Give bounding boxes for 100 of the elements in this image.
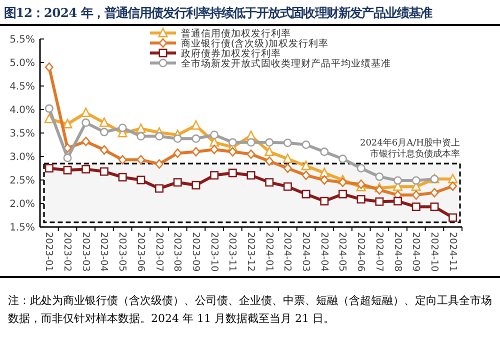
y-tick-label: 1.5% bbox=[10, 222, 35, 234]
point bbox=[302, 140, 310, 149]
y-tick-label: 3.5% bbox=[10, 128, 35, 140]
x-tick-label: 2023-06 bbox=[134, 232, 146, 272]
point bbox=[118, 124, 127, 132]
band-label: 2024年6月A/H股中资上市银行计息负债成本率 bbox=[360, 138, 460, 160]
point bbox=[375, 185, 384, 195]
point bbox=[394, 196, 402, 206]
x-tick-label: 2023-08 bbox=[172, 232, 183, 272]
point bbox=[100, 167, 108, 176]
point bbox=[246, 171, 256, 180]
point bbox=[173, 148, 182, 158]
x-tick-label: 2024-03 bbox=[300, 232, 312, 272]
point bbox=[283, 182, 292, 191]
legend-label: 普通信用债加权发行利率 bbox=[181, 28, 291, 40]
x-tick-label: 2023-03 bbox=[80, 232, 91, 272]
y-tick-label: 5.0% bbox=[10, 58, 35, 69]
point bbox=[356, 195, 366, 204]
point bbox=[302, 190, 310, 198]
point bbox=[44, 104, 54, 113]
point bbox=[228, 147, 237, 157]
x-tick-label: 2023-07 bbox=[153, 232, 164, 272]
x-tick-label: 2023-01 bbox=[43, 232, 54, 272]
point bbox=[283, 164, 292, 173]
point bbox=[283, 138, 292, 148]
point bbox=[302, 170, 310, 180]
point bbox=[246, 149, 256, 159]
x-tick-label: 2024-02 bbox=[282, 232, 293, 272]
point bbox=[118, 155, 127, 165]
point bbox=[412, 176, 420, 185]
point bbox=[320, 148, 329, 156]
point bbox=[82, 164, 90, 174]
point bbox=[155, 132, 164, 141]
point bbox=[99, 117, 109, 127]
point bbox=[282, 154, 292, 164]
point bbox=[264, 146, 274, 156]
point bbox=[265, 156, 274, 166]
point bbox=[155, 159, 164, 169]
x-tick-label: 2023-10 bbox=[208, 232, 220, 272]
point bbox=[191, 120, 201, 130]
y-tick-label: 3.0% bbox=[10, 152, 35, 163]
point bbox=[100, 145, 108, 155]
x-tick-label: 2023-05 bbox=[116, 232, 128, 272]
point bbox=[338, 190, 347, 198]
point bbox=[192, 147, 200, 157]
x-tick-label: 2024-10 bbox=[428, 232, 440, 272]
point bbox=[82, 118, 90, 127]
point bbox=[228, 138, 237, 147]
point bbox=[375, 197, 384, 206]
x-tick-label: 2023-02 bbox=[62, 232, 73, 272]
point bbox=[173, 134, 182, 143]
point bbox=[118, 172, 127, 182]
point bbox=[412, 202, 420, 212]
point bbox=[338, 154, 347, 164]
point bbox=[246, 138, 256, 147]
point bbox=[62, 118, 72, 128]
point bbox=[320, 175, 329, 185]
point bbox=[192, 180, 200, 190]
point bbox=[173, 178, 182, 187]
x-tick-label: 2023-04 bbox=[98, 232, 110, 272]
point bbox=[412, 190, 420, 200]
point bbox=[320, 196, 329, 206]
point bbox=[44, 62, 54, 72]
point bbox=[356, 164, 366, 172]
point bbox=[136, 176, 146, 184]
point bbox=[265, 178, 274, 187]
x-tick-label: 2024-01 bbox=[263, 232, 274, 272]
point bbox=[210, 130, 219, 140]
point bbox=[210, 171, 219, 180]
x-tick-label: 2024-08 bbox=[392, 232, 403, 272]
x-tick-label: 2024-05 bbox=[336, 232, 348, 272]
point bbox=[210, 144, 219, 154]
point bbox=[81, 108, 91, 118]
y-tick-label: 4.5% bbox=[10, 82, 35, 92]
x-tick-label: 2024-07 bbox=[373, 232, 384, 272]
point bbox=[430, 188, 439, 198]
point bbox=[44, 114, 54, 124]
point bbox=[375, 172, 384, 181]
x-tick-label: 2023-12 bbox=[245, 232, 256, 272]
x-tick-label: 2024-09 bbox=[410, 232, 422, 272]
text: 注：此处为商业银行债（含次级债）、公司债、企业债、中票、短融（含超短融）、定向工具全市场数据，而非仅针对样本数据。2024 年 11 月数据截至当月 21 日。 bbox=[8, 293, 493, 327]
point bbox=[356, 179, 366, 189]
y-tick-label: 2.0% bbox=[10, 199, 35, 210]
point bbox=[192, 134, 200, 143]
legend-label: 商业银行债(含次级)加权发行利率 bbox=[181, 38, 328, 50]
point bbox=[82, 136, 90, 146]
x-tick-label: 2024-06 bbox=[355, 232, 366, 272]
y-tick-label: 2.5% bbox=[10, 176, 35, 186]
point bbox=[136, 155, 146, 165]
x-tick-label: 2024-11 bbox=[446, 232, 458, 272]
legend-label: 全市场新发开放式固收类理财产品平均业绩基准 bbox=[181, 58, 391, 70]
chart-title: 图12：2024 年，普通信用债发行利率持续低于开放式固收理财新发产品业绩基准 bbox=[4, 5, 432, 22]
point bbox=[136, 132, 146, 141]
point bbox=[394, 176, 402, 185]
point bbox=[430, 202, 439, 212]
point bbox=[448, 181, 458, 191]
x-tick-label: 2023-09 bbox=[190, 232, 201, 272]
point bbox=[155, 184, 164, 193]
point bbox=[265, 138, 274, 147]
y-tick-label: 5.5% bbox=[10, 34, 35, 46]
